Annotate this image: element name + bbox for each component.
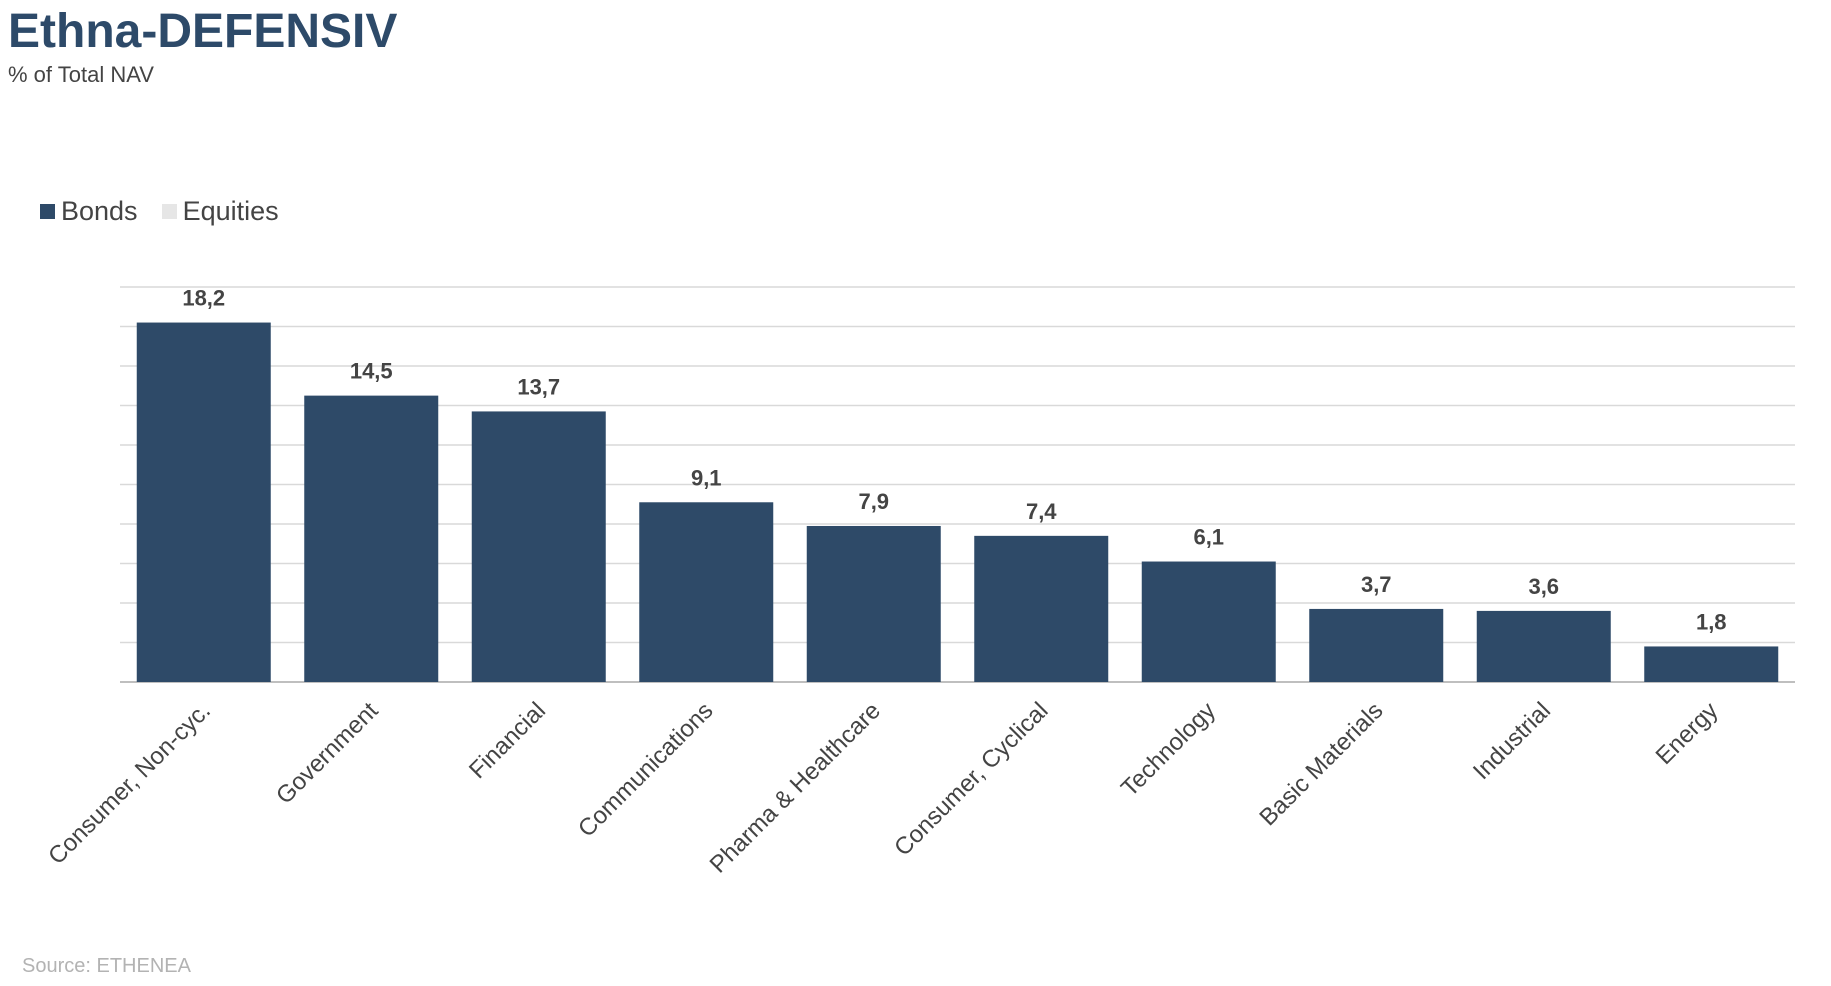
x-tick-label: Financial: [464, 697, 551, 784]
x-tick-label: Government: [271, 697, 384, 810]
data-label: 6,1: [1193, 525, 1224, 550]
data-label: 3,6: [1528, 574, 1559, 599]
data-label: 14,5: [350, 359, 393, 384]
data-label: 9,1: [691, 465, 722, 490]
chart-subtitle: % of Total NAV: [8, 62, 154, 87]
bar-industrial: [1476, 610, 1611, 682]
x-tick-label: Technology: [1116, 697, 1221, 802]
bar-pharma-healthcare: [806, 525, 941, 682]
x-tick-label: Communications: [573, 697, 718, 842]
legend-label-equities: Equities: [182, 196, 279, 226]
legend-swatch-bonds: [40, 204, 55, 219]
bar-government: [304, 395, 439, 682]
legend-label-bonds: Bonds: [61, 196, 138, 226]
data-label: 7,4: [1026, 499, 1057, 524]
bar-basic-materials: [1309, 608, 1444, 682]
chart-legend: Bonds Equities: [40, 196, 303, 227]
x-tick-label: Industrial: [1468, 697, 1556, 785]
x-tick-label: Basic Materials: [1254, 697, 1388, 831]
legend-swatch-equities: [161, 204, 177, 219]
x-tick-label: Energy: [1651, 697, 1724, 770]
bar-financial: [471, 411, 606, 682]
legend-item-equities: Equities: [161, 196, 279, 227]
data-label: 3,7: [1361, 572, 1392, 597]
x-tick-label: Consumer, Non-cyc.: [43, 697, 216, 870]
data-label: 18,2: [182, 286, 225, 311]
bar-communications: [639, 502, 774, 682]
chart-title: Ethna-DEFENSIV: [8, 5, 398, 58]
data-label: 13,7: [517, 374, 560, 399]
data-label: 7,9: [858, 489, 889, 514]
bar-energy: [1644, 646, 1779, 682]
x-tick-label: Consumer, Cyclical: [889, 697, 1053, 861]
source-note: Source: ETHENEA: [22, 955, 191, 977]
data-label: 1,8: [1696, 609, 1727, 634]
bar-consumer-cyclical: [974, 535, 1109, 682]
legend-item-bonds: Bonds: [40, 196, 138, 227]
bar-technology: [1141, 561, 1276, 682]
x-tick-label: Pharma & Healthcare: [705, 697, 886, 878]
bar-consumer-non-cyc: [136, 322, 271, 682]
